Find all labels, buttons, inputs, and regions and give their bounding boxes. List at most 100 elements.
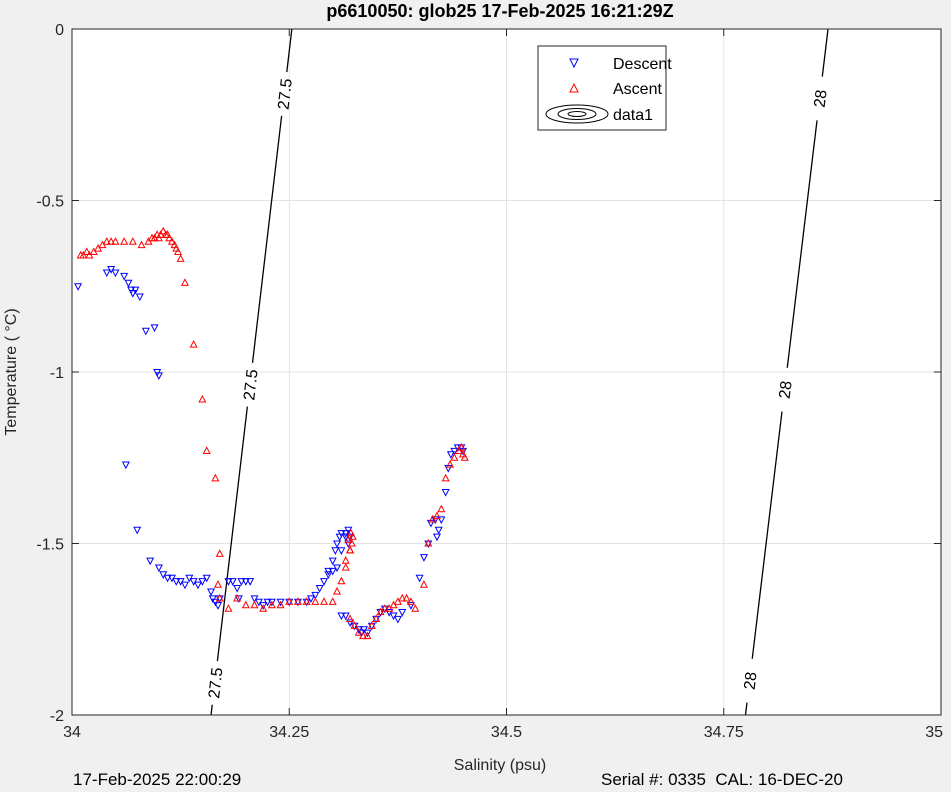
legend-descent-label: Descent [613, 56, 672, 73]
contour-label-28: 28 [812, 89, 831, 109]
descent-point [163, 574, 172, 583]
descent-point [363, 629, 372, 638]
ascent-point [363, 631, 372, 640]
descent-point [333, 540, 342, 549]
y-tick-label: -2 [50, 708, 64, 725]
legend: Descent Ascent data1 [537, 45, 672, 131]
ascent-point [120, 237, 129, 245]
contour-label-28: 28 [742, 671, 761, 691]
descent-point [141, 327, 150, 336]
descent-point [207, 588, 216, 597]
ascent-point [82, 247, 91, 256]
density-contours: 27.5 27.5 27.5 28 28 28 [206, 28, 831, 716]
ascent-point [457, 442, 466, 451]
ascent-point [276, 600, 285, 609]
x-axis-title: Salinity (psu) [454, 757, 546, 774]
descent-point [224, 578, 233, 586]
descent-point [431, 516, 440, 525]
ascent-point [311, 597, 320, 605]
ascent-point [107, 237, 116, 245]
ascent-point [213, 580, 223, 588]
descent-point [337, 612, 346, 621]
descent-point [450, 447, 459, 456]
ascent-point [411, 604, 420, 612]
ascent-point [350, 621, 359, 629]
descent-point [172, 578, 181, 586]
descent-point [193, 581, 203, 590]
descent-point [426, 519, 435, 528]
contour-line-27.5 [210, 704, 213, 716]
ascent-point [398, 593, 407, 602]
footer-serial-cal: Serial #: 0335 CAL: 16-DEC-20 [601, 770, 843, 789]
contour-label-27.5: 27.5 [241, 368, 262, 401]
ascent-point [346, 528, 355, 537]
descent-point [306, 595, 316, 603]
ascent-point [346, 545, 355, 554]
descent-point [154, 372, 163, 381]
ascent-point [137, 240, 146, 249]
ascent-point [128, 237, 137, 245]
descent-point [146, 557, 155, 566]
ascent-point [102, 237, 111, 245]
ascent-point [333, 586, 342, 595]
ascent-point [215, 549, 224, 557]
ascent-point [224, 604, 233, 612]
contour-line-28 [744, 702, 748, 716]
descent-point [154, 564, 163, 573]
y-tick-label: -0.5 [36, 194, 64, 211]
ascent-point [445, 460, 455, 468]
descent-point [432, 533, 442, 542]
ascent-point [302, 597, 311, 605]
descent-point [337, 547, 346, 555]
descent-point [213, 602, 223, 610]
ascent-point [372, 614, 381, 623]
descent-point [102, 269, 111, 278]
ascent-point [328, 597, 337, 605]
legend-contour-label: data1 [613, 107, 653, 124]
descent-point [128, 290, 137, 298]
x-tick-label: 34.75 [704, 724, 744, 741]
contour-line-28 [751, 411, 783, 659]
descent-point [267, 598, 276, 607]
ascent-point [180, 278, 189, 286]
descent-point [263, 598, 272, 607]
axis-ticks: 34 34.25 34.5 34.75 35 0 -0.5 -1 -1.5 -2 [36, 22, 943, 741]
descent-point [233, 585, 242, 593]
descent-point [406, 602, 415, 610]
ascent-point [159, 226, 168, 235]
legend-ascent-label: Ascent [613, 81, 662, 98]
ascent-point [406, 597, 415, 605]
descent-point [228, 578, 237, 586]
descent-point [437, 516, 446, 525]
descent-point [234, 595, 243, 603]
contour-line-27.5 [286, 28, 293, 73]
ascent-point [424, 538, 433, 547]
ascent-point [176, 254, 185, 262]
contour-label-28: 28 [777, 380, 796, 400]
x-tick-label: 34.25 [269, 724, 309, 741]
descent-point [415, 574, 424, 583]
descent-point [198, 578, 207, 586]
ascent-point [293, 597, 302, 605]
descent-point [121, 461, 130, 470]
y-axis-title: Temperature ( °C) [3, 308, 20, 435]
descent-point [324, 571, 333, 579]
ascent-point [419, 580, 428, 588]
ascent-point [402, 593, 411, 602]
ascent-point [189, 339, 198, 348]
descent-point [393, 615, 402, 624]
descent-point [150, 324, 159, 333]
descent-point [444, 464, 453, 473]
ascent-point [441, 473, 450, 482]
contour-line-28 [786, 120, 818, 368]
x-tick-label: 35 [925, 724, 943, 741]
ascent-point [165, 233, 174, 242]
ascent-point [267, 600, 276, 609]
ascent-point [215, 593, 224, 602]
descent-point [341, 612, 350, 621]
legend-descent-marker [569, 58, 579, 69]
ascent-point [198, 394, 207, 403]
ascent-point [359, 631, 368, 640]
ascent-point [241, 600, 250, 609]
descent-point [237, 578, 246, 586]
